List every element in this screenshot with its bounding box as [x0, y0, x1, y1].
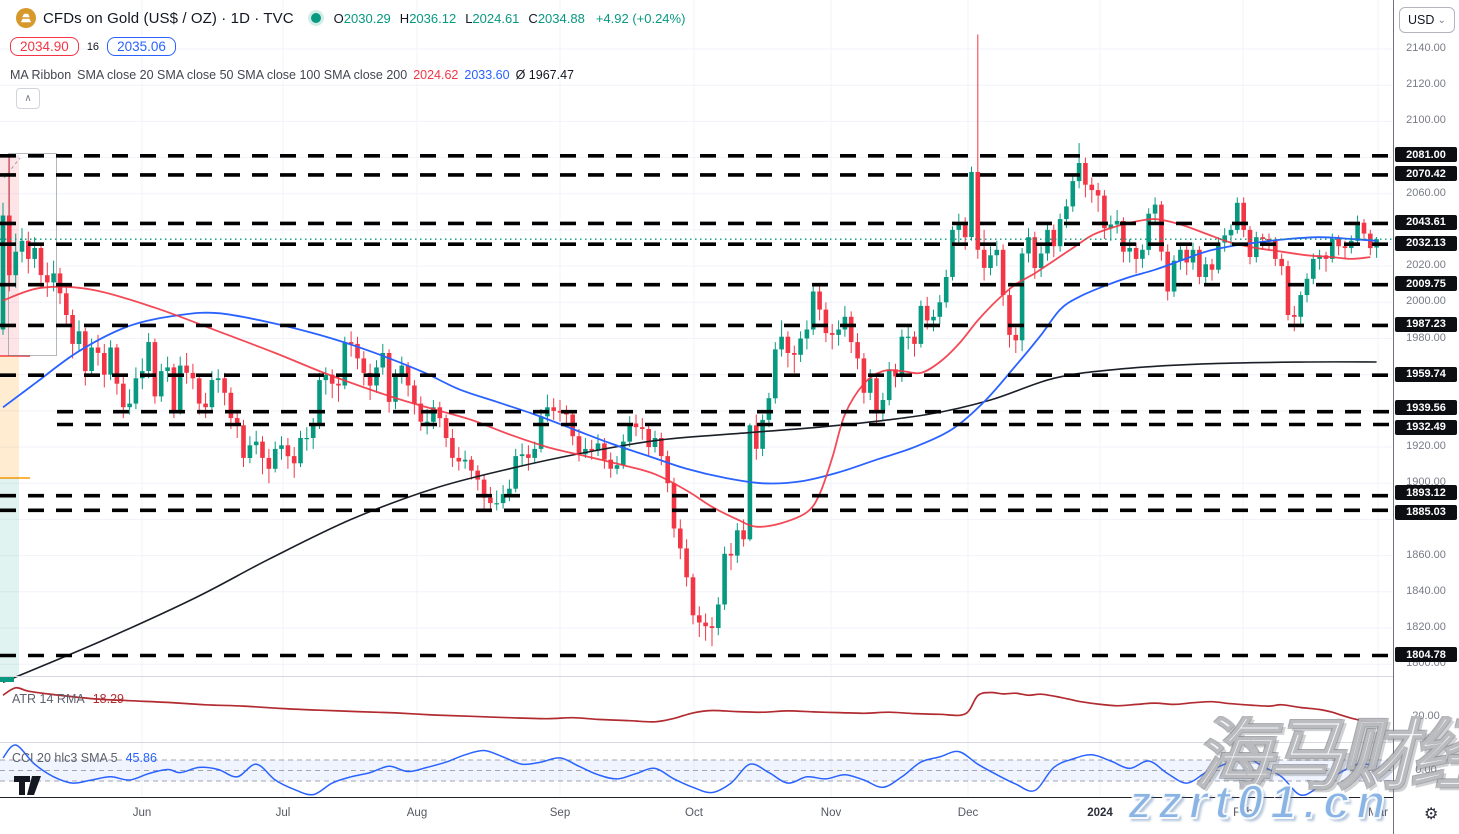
indicator-params: SMA close 20 SMA close 50 SMA close 100 … — [77, 67, 408, 82]
sell-button[interactable]: 2034.90 — [10, 37, 79, 56]
low-value: 2024.61 — [472, 10, 520, 26]
chevron-up-icon: ∧ — [24, 93, 32, 104]
cci-label: CCI 20 hlc3 SMA 5 — [12, 751, 118, 765]
level-price-label: 2032.13 — [1395, 235, 1457, 251]
chevron-down-icon: ⌄ — [1437, 14, 1446, 26]
level-price-label: 1987.23 — [1395, 316, 1457, 332]
cci-value: 45.86 — [125, 751, 157, 765]
high-value: 2036.12 — [409, 10, 457, 26]
time-axis-label: Dec — [957, 807, 979, 819]
close-value: 2034.88 — [537, 10, 585, 26]
cci-tick-label: 0.00 — [1415, 763, 1437, 776]
spread-value: 16 — [86, 40, 100, 53]
buy-button[interactable]: 2035.06 — [107, 37, 176, 56]
bid-ask-row: 2034.90 16 2035.06 — [10, 35, 176, 58]
ma-ribbon-legend[interactable]: MA Ribbon SMA close 20 SMA close 50 SMA … — [10, 66, 574, 83]
atr-legend[interactable]: ATR 14 RMA 18.29 — [12, 692, 124, 706]
atr-tick-label: 20.00 — [1412, 710, 1440, 722]
time-axis-label: Nov — [820, 807, 842, 819]
time-axis-label: Mar — [1368, 807, 1388, 819]
level-price-label: 1893.12 — [1395, 485, 1457, 501]
time-axis-label: Jul — [275, 807, 291, 819]
ma-slow-value: 2033.60 — [464, 67, 510, 82]
price-tick-label: 1840.00 — [1406, 584, 1446, 597]
price-tick-label: 2000.00 — [1406, 295, 1446, 308]
level-price-label: 2043.61 — [1395, 214, 1457, 230]
level-price-label: 1939.56 — [1395, 400, 1457, 416]
level-price-label: 1804.78 — [1395, 647, 1457, 663]
level-price-label: 2009.75 — [1395, 276, 1457, 292]
currency-selector[interactable]: USD ⌄ — [1399, 7, 1455, 33]
ma-fast-value: 2024.62 — [413, 67, 459, 82]
price-tick-label: 2060.00 — [1406, 186, 1446, 199]
indicator-name: MA Ribbon — [10, 67, 72, 82]
time-axis-label: Feb — [1233, 807, 1253, 819]
change-value: +4.92 (+0.24%) — [595, 10, 686, 26]
atr-value: 18.29 — [92, 692, 124, 706]
price-tick-label: 2140.00 — [1406, 42, 1446, 54]
level-price-label: 2070.42 — [1395, 166, 1457, 182]
price-axis[interactable]: USD ⌄ 2140.00 2120.00 2100.00 2060.00 2020.0… — [1393, 0, 1459, 834]
ma-average-value: Ø 1967.47 — [515, 67, 574, 82]
currency-label: USD — [1408, 13, 1435, 27]
tradingview-logo[interactable] — [14, 776, 50, 796]
time-axis-label: Jun — [132, 807, 152, 819]
time-axis[interactable]: Jun Jul Aug Sep Oct Nov Dec 2024 Feb Mar — [0, 797, 1459, 834]
time-axis-label: 2024 — [1087, 807, 1113, 819]
level-price-label: 1885.03 — [1395, 504, 1457, 520]
time-axis-label: Oct — [685, 807, 703, 819]
level-price-label: 2081.00 — [1395, 147, 1457, 163]
atr-label: ATR 14 RMA — [12, 692, 85, 706]
symbol-legend[interactable]: CFDs on Gold (US$ / OZ) · 1D · TVC O2030… — [16, 7, 685, 29]
price-tick-label: 2120.00 — [1406, 78, 1446, 91]
symbol-title: CFDs on Gold (US$ / OZ) · 1D · TVC — [43, 9, 294, 27]
price-tick-label: 1920.00 — [1406, 440, 1446, 453]
market-status-dot-icon[interactable] — [310, 13, 321, 23]
level-price-label: 1959.74 — [1395, 366, 1457, 382]
level-price-label: 1932.49 — [1395, 419, 1457, 435]
price-tick-label: 1820.00 — [1406, 621, 1446, 633]
cci-legend[interactable]: CCI 20 hlc3 SMA 5 45.86 — [12, 751, 157, 765]
symbol-logo-icon — [16, 8, 36, 28]
price-tick-label: 2020.00 — [1406, 259, 1446, 272]
price-tick-label: 2100.00 — [1406, 114, 1446, 127]
ohlc-values: O2030.29 H2036.12 L2024.61 C2034.88 +4.9… — [333, 10, 686, 26]
price-tick-label: 1980.00 — [1406, 331, 1446, 344]
time-axis-label: Sep — [549, 807, 571, 819]
settings-gear-icon[interactable]: ⚙ — [1424, 806, 1439, 823]
open-value: 2030.29 — [343, 10, 391, 26]
time-axis-label: Aug — [406, 807, 428, 819]
collapse-legend-button[interactable]: ∧ — [16, 88, 40, 109]
price-tick-label: 1860.00 — [1406, 548, 1446, 561]
